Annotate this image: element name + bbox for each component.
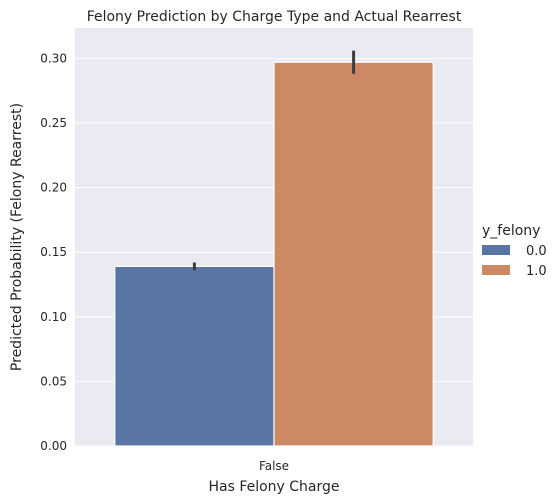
- legend-swatch-0.0: [482, 245, 510, 255]
- y-tick-label: 0.00: [40, 439, 67, 453]
- y-axis-ticks: 0.00 0.05 0.10 0.15 0.20 0.25 0.30: [40, 51, 67, 453]
- x-axis-ticks: False: [259, 459, 289, 473]
- legend-swatch-1.0: [482, 265, 510, 275]
- y-tick-label: 0.25: [40, 116, 67, 130]
- legend-label-1.0: 1.0: [526, 264, 547, 279]
- y-tick-label: 0.20: [40, 181, 67, 195]
- x-axis-label: Has Felony Charge: [208, 479, 339, 495]
- bar-0.0: [114, 265, 275, 447]
- bars: [114, 61, 434, 447]
- y-tick-label: 0.10: [40, 310, 67, 324]
- legend-title: y_felony: [482, 223, 540, 239]
- y-axis-label: Predicted Probability (Felony Rearrest): [9, 103, 25, 371]
- x-tick-label: False: [259, 459, 289, 473]
- legend-label-0.0: 0.0: [526, 244, 547, 259]
- y-tick-label: 0.15: [40, 245, 67, 259]
- y-tick-label: 0.05: [40, 374, 67, 388]
- y-tick-label: 0.30: [40, 51, 67, 65]
- error-bars: [192, 50, 356, 271]
- bar-1.0: [273, 61, 434, 447]
- legend: y_felony 0.0 1.0: [482, 223, 547, 279]
- chart-title: Felony Prediction by Charge Type and Act…: [87, 9, 462, 25]
